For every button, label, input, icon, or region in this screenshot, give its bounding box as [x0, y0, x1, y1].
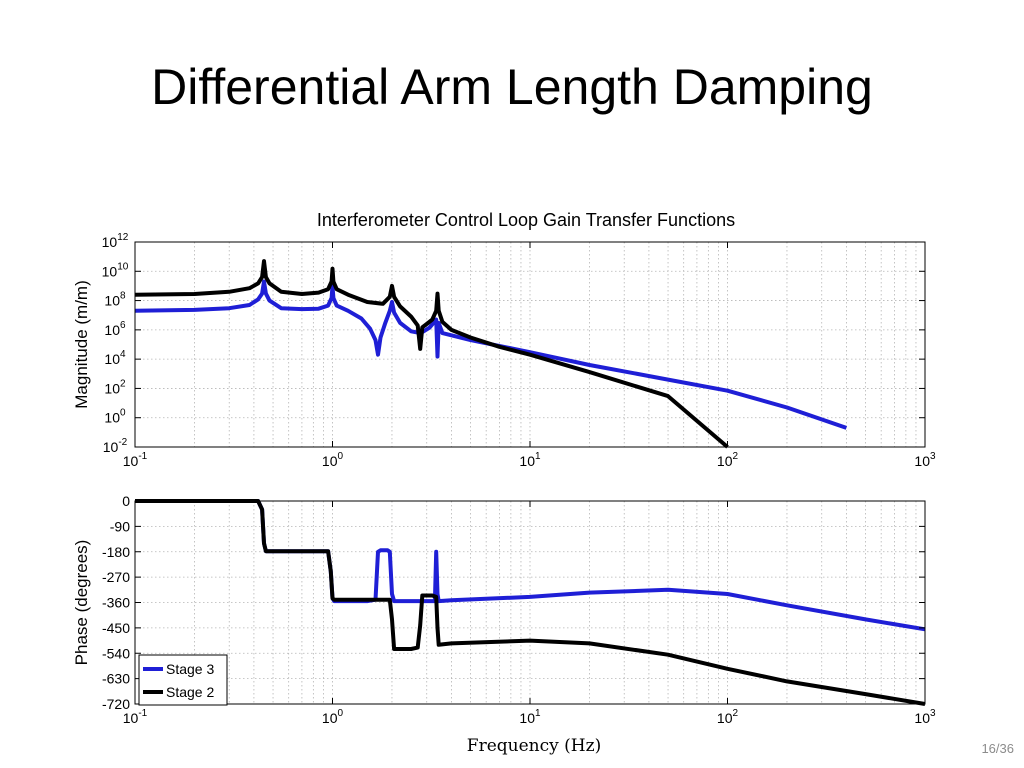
chart-title: Interferometer Control Loop Gain Transfe…: [317, 210, 735, 230]
legend: Stage 3 Stage 2: [138, 654, 228, 706]
magnitude-y-tick-label: 104: [104, 349, 126, 367]
magnitude-y-tick-label: 106: [104, 320, 126, 338]
magnitude-x-tick-label: 100: [322, 451, 344, 469]
magnitude-y-tick-label: 1010: [102, 261, 129, 279]
phase-y-tick-label: -360: [102, 595, 130, 611]
phase-panel: 10-1 100 101 102 103 0 -90 -180 -270 -360 -450 -540…: [72, 493, 936, 726]
phase-y-tick-label: 0: [122, 493, 130, 509]
phase-y-tick-label: -540: [102, 645, 130, 661]
phase-y-tick-label: -450: [102, 620, 130, 636]
phase-y-tick-label: -630: [102, 671, 130, 687]
phase-y-tick-label: -720: [102, 696, 130, 712]
magnitude-y-tick-label: 100: [104, 408, 126, 426]
phase-x-tick-label: 100: [322, 708, 344, 726]
magnitude-x-tick-label: 103: [914, 451, 936, 469]
phase-series-stage-2: [135, 499, 926, 706]
magnitude-series-stage-2: [134, 259, 729, 449]
magnitude-y-tick-label: 10-2: [103, 437, 128, 455]
magnitude-x-tick-label: 102: [717, 451, 739, 469]
phase-x-tick-label: 10-1: [123, 708, 148, 726]
phase-y-tick-label: -90: [110, 518, 130, 534]
magnitude-y-tick-label: 102: [104, 378, 126, 396]
legend-entry: Stage 3: [166, 661, 214, 677]
phase-y-axis-label: Phase (degrees): [72, 540, 91, 666]
page-number: 16/36: [981, 741, 1014, 756]
phase-x-tick-label: 102: [717, 708, 739, 726]
magnitude-panel: 10-1 100 101 102 103 10-2 100 102 104 106 108 1010 1…: [72, 232, 936, 469]
legend-entry: Stage 2: [166, 684, 214, 700]
x-axis-label: Frequency (Hz): [467, 736, 601, 756]
legend-box: [138, 654, 228, 706]
phase-y-tick-label: -180: [102, 544, 130, 560]
slide-title: Differential Arm Length Damping: [151, 59, 873, 115]
phase-x-tick-label: 101: [519, 708, 541, 726]
magnitude-y-tick-label: 108: [104, 291, 126, 309]
magnitude-x-tick-label: 101: [519, 451, 541, 469]
magnitude-x-tick-label: 10-1: [123, 451, 148, 469]
magnitude-y-tick-label: 1012: [102, 232, 129, 250]
phase-y-tick-label: -270: [102, 569, 130, 585]
phase-x-tick-label: 103: [914, 708, 936, 726]
magnitude-series-stage-3: [134, 279, 848, 430]
magnitude-y-axis-label: Magnitude (m/m): [72, 280, 91, 408]
